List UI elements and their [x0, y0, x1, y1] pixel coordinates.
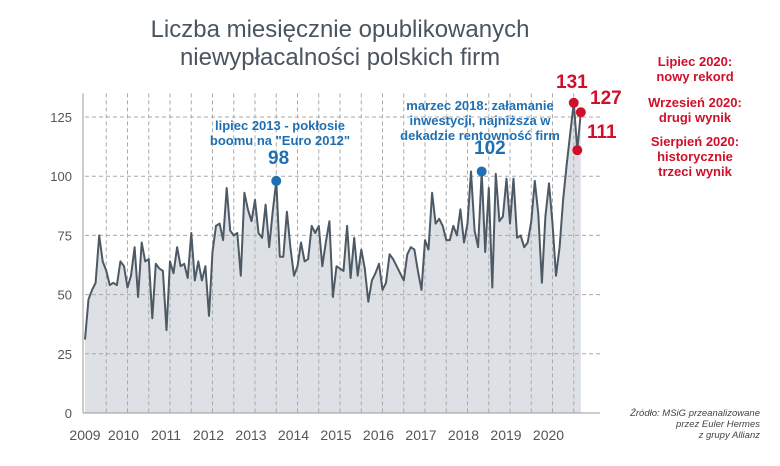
source-line: z grupy Allianz — [698, 430, 760, 441]
value-label-102: 102 — [474, 138, 506, 159]
x-tick-label: 2019 — [490, 427, 521, 443]
source-line: Źródło: MSiG przeanalizowane — [630, 408, 760, 419]
note-line: trzeci wynik — [658, 164, 732, 179]
source-note: Źródło: MSiG przeanalizowane przez Euler… — [590, 408, 760, 441]
chart-title: Liczba miesięcznie opublikowanych niewyp… — [150, 16, 530, 71]
y-tick-label: 50 — [58, 288, 72, 303]
x-tick-label: 2015 — [320, 427, 351, 443]
marker-sep-2020 — [575, 107, 586, 118]
note-line: historycznie — [657, 149, 733, 164]
x-tick-label: 2016 — [363, 427, 394, 443]
note-line: nowy rekord — [656, 69, 734, 84]
note-july-2020: Lipiec 2020: nowy rekord — [630, 54, 760, 84]
y-tick-label: 75 — [58, 228, 72, 243]
note-september-2020: Wrzesień 2020: drugi wynik — [630, 95, 760, 125]
annotation-line: dekadzie rentowność firm — [400, 128, 560, 143]
annotation-2018: marzec 2018: załamanie inwestycji, najni… — [385, 98, 575, 143]
marker-jul-2013 — [271, 175, 282, 186]
x-tick-label: 2017 — [405, 427, 436, 443]
marker-aug-2020 — [572, 145, 583, 156]
value-label-131: 131 — [556, 72, 588, 93]
note-line: drugi wynik — [658, 110, 732, 125]
annotation-2013: lipiec 2013 - pokłosie boomu na "Euro 20… — [195, 118, 365, 148]
note-line: Wrzesień 2020: — [648, 95, 742, 110]
note-line: Sierpień 2020: — [650, 134, 740, 149]
annotation-line: lipiec 2013 - pokłosie — [214, 118, 346, 133]
note-august-2020: Sierpień 2020: historycznie trzeci wynik — [630, 134, 760, 179]
series-line — [84, 101, 582, 340]
value-label-111: 111 — [587, 122, 617, 143]
x-tick-label: 2010 — [108, 427, 139, 443]
marker-mar-2018 — [476, 166, 487, 177]
x-tick-label: 2011 — [151, 427, 181, 443]
annotation-line: marzec 2018: załamanie — [406, 98, 554, 113]
marker-jul-2020 — [568, 97, 579, 108]
x-tick-label: 2020 — [533, 427, 564, 443]
x-tick-label: 2014 — [278, 427, 309, 443]
y-tick-label: 0 — [65, 406, 72, 421]
area-fill — [85, 102, 581, 414]
y-tick-label: 125 — [50, 110, 72, 125]
y-tick-label: 100 — [50, 169, 72, 184]
x-tick-label: 2012 — [193, 427, 224, 443]
value-label-127: 127 — [590, 88, 622, 109]
value-label-98: 98 — [268, 148, 290, 169]
annotation-line: inwestycji, najniższa w — [409, 113, 551, 128]
x-tick-label: 2013 — [235, 427, 266, 443]
source-line: przez Euler Hermes — [676, 419, 760, 430]
x-tick-label: 2009 — [69, 427, 100, 443]
note-line: Lipiec 2020: — [657, 54, 733, 69]
y-tick-label: 25 — [58, 347, 72, 362]
x-tick-label: 2018 — [448, 427, 479, 443]
annotation-line: boomu na "Euro 2012" — [209, 133, 351, 148]
